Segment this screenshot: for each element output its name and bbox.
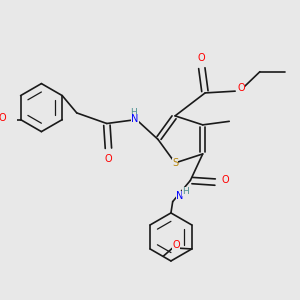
Text: S: S bbox=[172, 158, 178, 168]
Text: H: H bbox=[182, 187, 188, 196]
Text: O: O bbox=[198, 52, 206, 63]
Text: O: O bbox=[0, 113, 6, 123]
Text: H: H bbox=[130, 108, 136, 117]
Text: N: N bbox=[176, 191, 184, 201]
Text: O: O bbox=[238, 82, 245, 93]
Text: N: N bbox=[131, 114, 139, 124]
Text: O: O bbox=[105, 154, 112, 164]
Text: O: O bbox=[172, 240, 180, 250]
Text: O: O bbox=[222, 176, 230, 185]
